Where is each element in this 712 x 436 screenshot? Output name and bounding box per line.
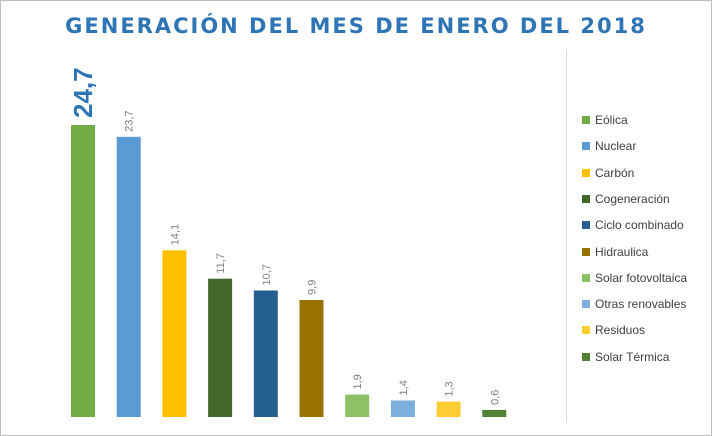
data-label-8: 1,3	[444, 381, 456, 396]
bar-6	[345, 394, 370, 417]
legend-swatch	[582, 273, 590, 282]
bar-8	[436, 401, 461, 417]
bar-4	[253, 290, 278, 417]
legend-label: Carbón	[595, 165, 635, 180]
data-label-2: 14,1	[169, 224, 181, 245]
legend-label: Nuclear	[595, 139, 637, 154]
data-label-4: 10,7	[261, 264, 273, 285]
bar-5	[299, 299, 324, 417]
legend-label: Solar Térmica	[595, 349, 670, 364]
data-label-7: 1,4	[398, 380, 410, 395]
chart-title: GENERACIÓN DEL MES DE ENERO DEL 2018	[65, 14, 647, 38]
legend-label: Solar fotovoltaica	[595, 270, 688, 285]
legend-swatch	[582, 194, 590, 203]
legend-label: Eólica	[595, 113, 628, 127]
legend-label: Ciclo combinado	[595, 218, 684, 233]
bar-1	[116, 136, 141, 417]
data-label-9: 0,6	[489, 390, 501, 405]
data-label-0: 24,7	[68, 67, 98, 118]
data-label-5: 9,9	[307, 280, 319, 295]
legend-swatch	[582, 352, 590, 361]
bar-9	[482, 409, 507, 417]
data-label-1: 23,7	[124, 110, 136, 131]
data-label-3: 11,7	[215, 253, 227, 274]
legend-swatch	[582, 221, 590, 230]
legend-label: Cogeneración	[595, 191, 670, 206]
legend-swatch	[582, 142, 590, 151]
legend-swatch	[582, 300, 590, 309]
legend-swatch	[582, 168, 590, 177]
legend-swatch	[582, 116, 590, 124]
bar-0	[71, 125, 95, 417]
legend-swatch	[582, 326, 590, 335]
bar-7	[390, 400, 415, 417]
legend-divider	[566, 50, 567, 422]
bar-3	[208, 278, 233, 417]
legend-label: Hidraulica	[595, 244, 649, 259]
data-label-6: 1,9	[352, 374, 364, 389]
legend-label: Otras renovables	[595, 297, 687, 312]
legend-label: Residuos	[595, 323, 646, 338]
legend-swatch	[582, 247, 590, 256]
bar-2	[162, 250, 187, 417]
